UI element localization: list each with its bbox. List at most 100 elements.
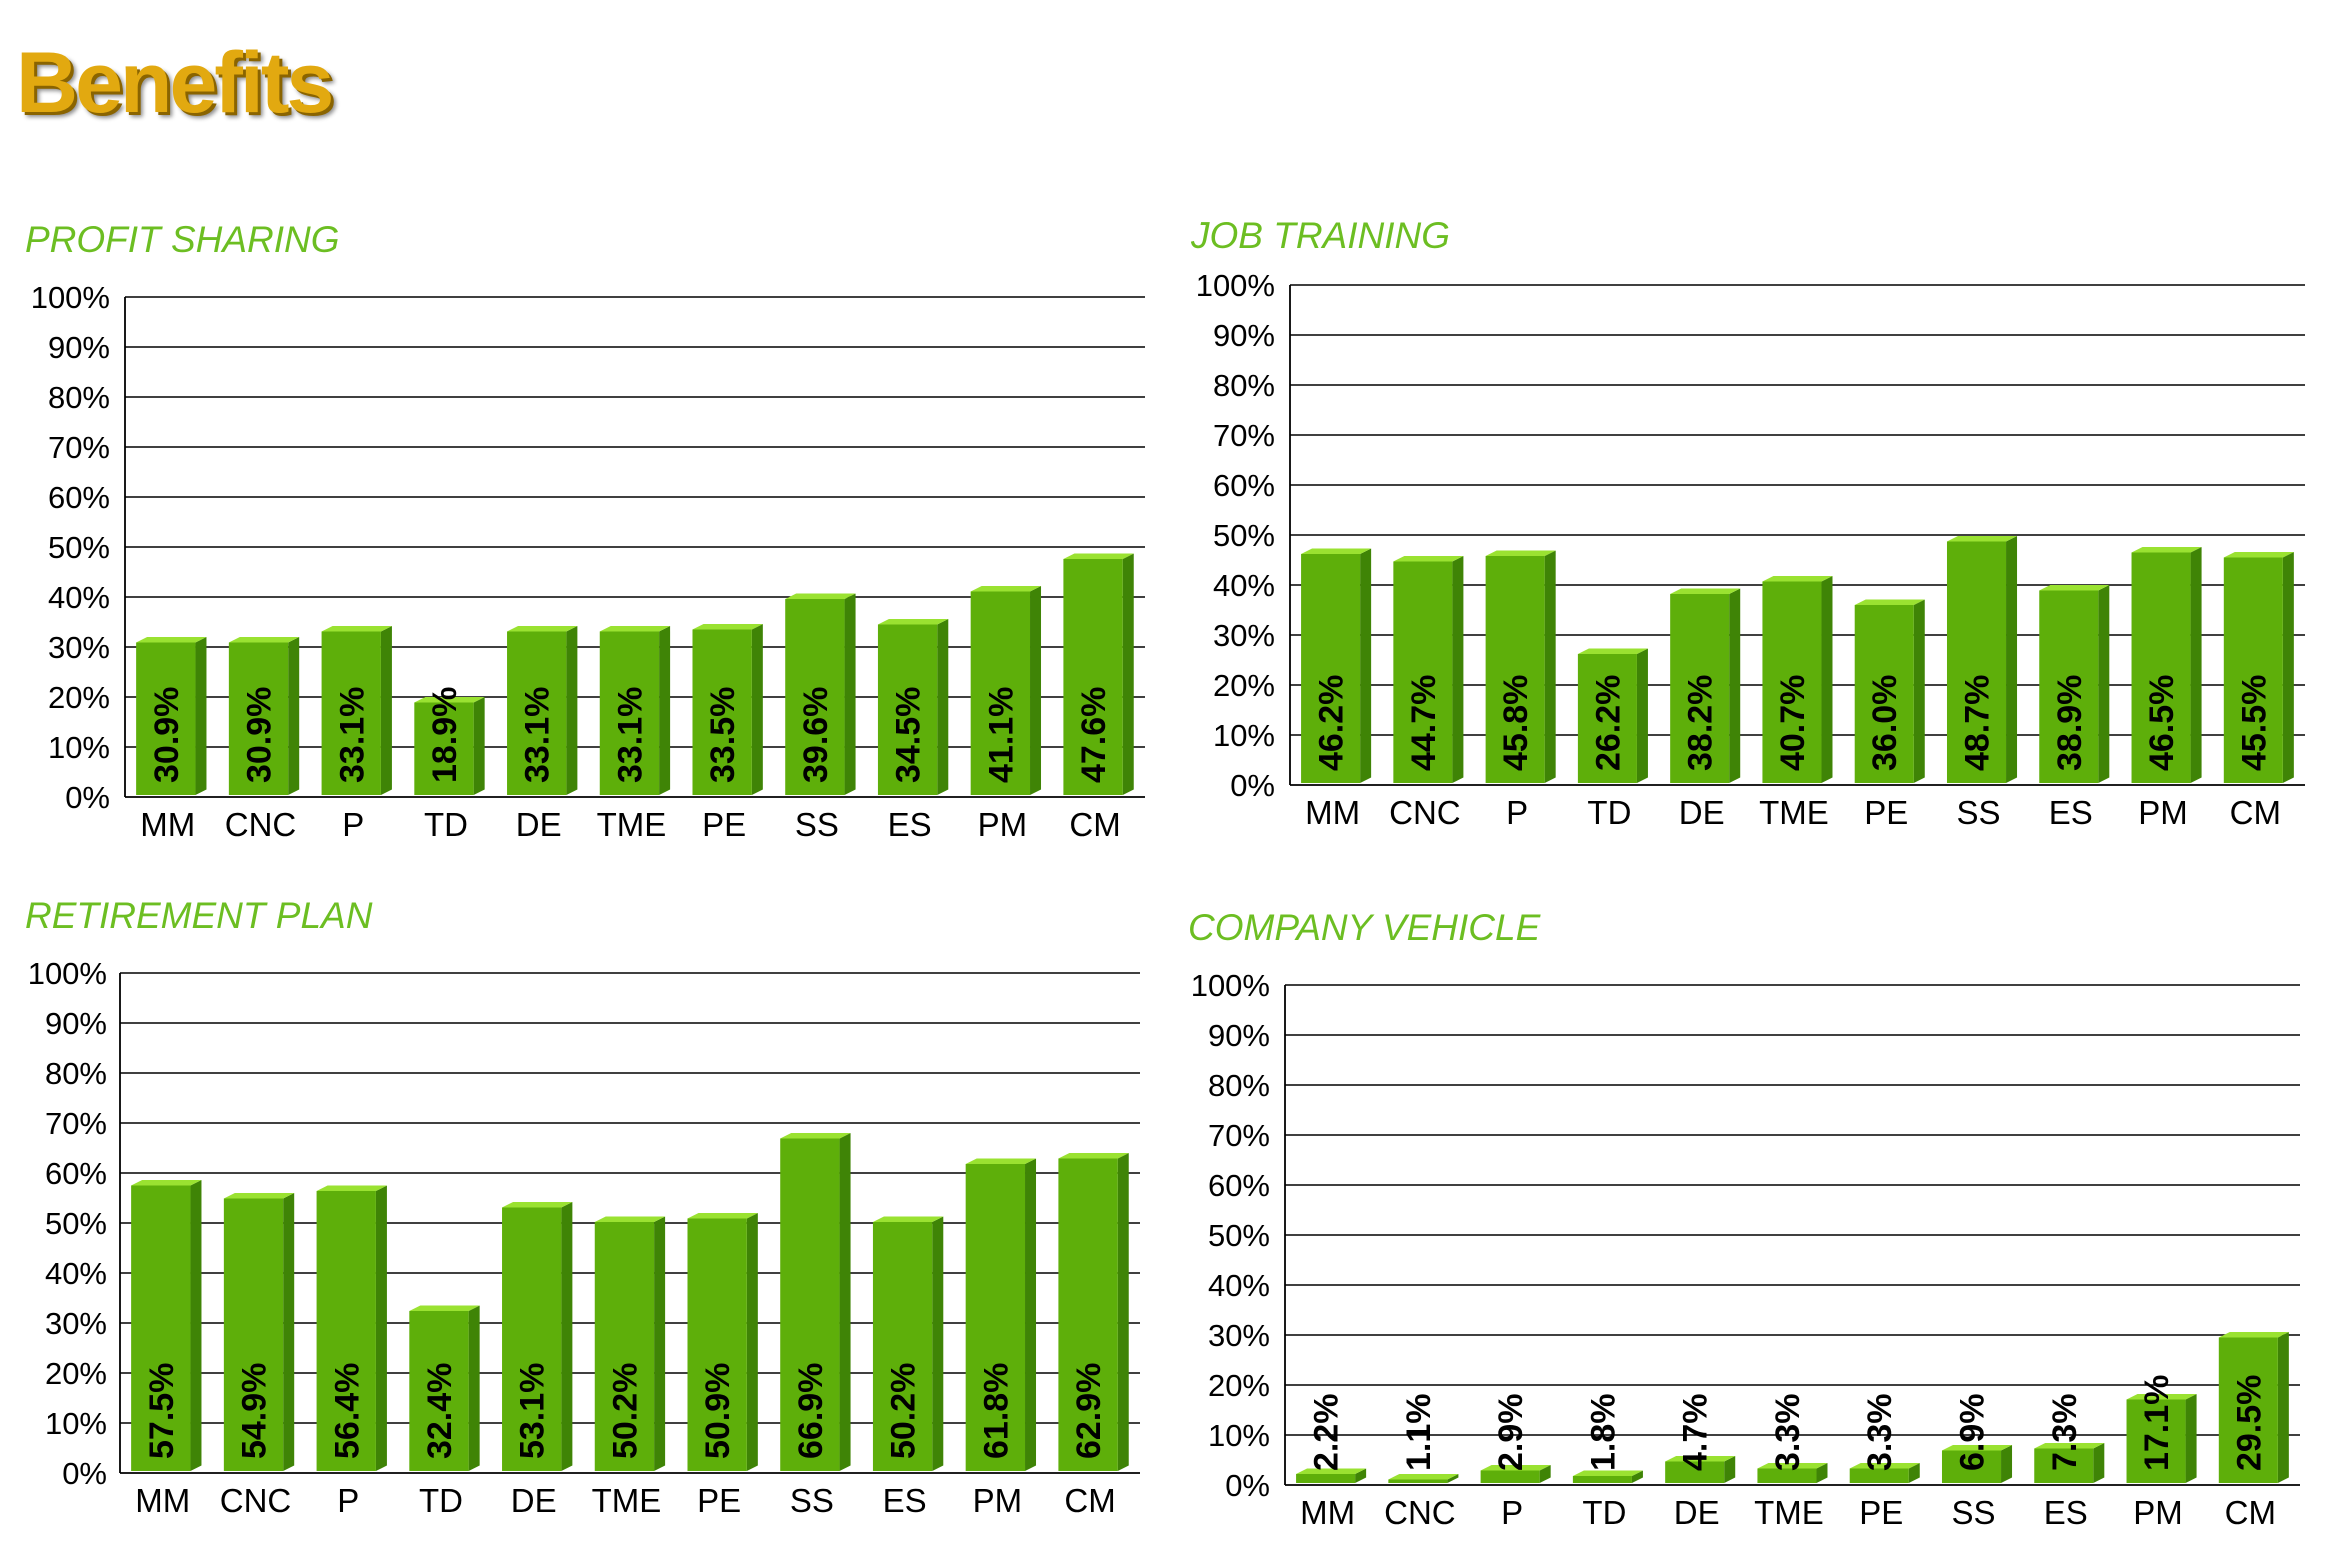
retirement-y-tick-label: 40% — [45, 1256, 107, 1291]
job-x-tick-label: SS — [1956, 794, 2000, 831]
job-y-tick-label: 30% — [1213, 618, 1275, 653]
job-y-tick-label: 60% — [1213, 468, 1275, 503]
profit-bar-front — [1063, 559, 1123, 795]
profit-bar-side — [937, 619, 949, 795]
vehicle-bar-front — [2034, 1448, 2094, 1483]
vehicle-x-tick-label: PM — [2133, 1494, 2183, 1531]
retirement-data-label: 50.9% — [699, 1363, 737, 1459]
job-bar-top — [2223, 552, 2294, 558]
job-y-tick-label: 90% — [1213, 318, 1275, 353]
profit-bar-side — [288, 637, 300, 795]
vehicle-bar-side — [2185, 1394, 2197, 1483]
job-x-tick-label: TME — [1759, 794, 1829, 831]
retirement-bar — [131, 1180, 202, 1471]
profit-data-label: 39.6% — [797, 687, 835, 783]
vehicle-data-label: 4.7% — [1677, 1394, 1715, 1472]
job-bar-front — [1670, 594, 1730, 783]
job-data-label: 36.0% — [1866, 675, 1904, 771]
vehicle-bar — [1757, 1463, 1828, 1483]
job-bar-front — [1762, 581, 1822, 783]
retirement-bar-side — [190, 1180, 202, 1471]
profit-bar — [507, 626, 578, 795]
profit-bar-top — [599, 626, 671, 632]
vehicle-data-label: 2.2% — [1308, 1394, 1346, 1472]
job-bar — [1577, 648, 1648, 783]
job-bar — [1301, 548, 1372, 783]
retirement-bar-front — [223, 1198, 284, 1471]
vehicle-y-tick-label: 80% — [1208, 1068, 1270, 1103]
profit-bar-top — [1063, 553, 1134, 559]
vehicle-bar-side — [2093, 1443, 2105, 1483]
vehicle-bar — [2126, 1394, 2197, 1483]
job-bar-top — [1485, 550, 1556, 556]
profit-x-tick-label: ES — [888, 806, 932, 843]
job-x-tick-label: TD — [1587, 794, 1631, 831]
profit-bar-top — [414, 697, 485, 703]
job-y-tick-label: 40% — [1213, 568, 1275, 603]
profit-y-tick-label: 60% — [48, 480, 110, 515]
vehicle-x-tick-label: SS — [1951, 1494, 1995, 1531]
job-bar-side — [1821, 576, 1833, 783]
profit-bar-side — [751, 624, 763, 795]
vehicle-y-tick-label: 60% — [1208, 1168, 1270, 1203]
job-x-tick-label: P — [1506, 794, 1528, 831]
vehicle-chart-title: COMPANY VEHICLE — [1188, 907, 1542, 948]
job-bar-side — [1636, 648, 1648, 783]
retirement-x-tick-label: DE — [511, 1482, 557, 1519]
vehicle-y-tick-label: 40% — [1208, 1268, 1270, 1303]
profit-y-tick-label: 100% — [31, 280, 110, 315]
job-bar — [1854, 599, 1925, 783]
profit-bar — [599, 626, 671, 795]
retirement-bar-top — [965, 1158, 1037, 1164]
vehicle-bar-side — [1355, 1468, 1367, 1483]
job-data-label: 46.5% — [2143, 675, 2181, 771]
vehicle-bar-front — [2218, 1337, 2278, 1483]
profit-data-label: 41.1% — [982, 687, 1020, 783]
retirement-x-tick-label: P — [337, 1482, 359, 1519]
profit-x-tick-label: CM — [1069, 806, 1120, 843]
vehicle-bar-top — [2218, 1332, 2289, 1338]
retirement-x-tick-label: TME — [592, 1482, 662, 1519]
retirement-data-label: 53.1% — [514, 1363, 552, 1459]
retirement-bar-top — [780, 1133, 851, 1139]
profit-bar-top — [228, 637, 300, 643]
job-bar-front — [1946, 541, 2007, 783]
retirement-bar-front — [1058, 1158, 1118, 1471]
vehicle-data-label: 29.5% — [2230, 1375, 2268, 1471]
job-x-tick-label: PE — [1864, 794, 1908, 831]
profit-bar-top — [970, 586, 1042, 592]
job-bar — [2039, 585, 2110, 783]
vehicle-bar — [1665, 1456, 1736, 1483]
profit-x-tick-label: P — [342, 806, 364, 843]
profit-bar — [877, 619, 949, 795]
job-data-label: 38.9% — [2051, 675, 2089, 771]
retirement-y-tick-label: 0% — [62, 1456, 107, 1491]
job-bar-front — [1577, 654, 1637, 783]
vehicle-y-tick-label: 10% — [1208, 1418, 1270, 1453]
vehicle-x-tick-label: PE — [1859, 1494, 1903, 1531]
retirement-bar-top — [316, 1185, 387, 1191]
retirement-x-tick-label: CNC — [220, 1482, 292, 1519]
profit-bar-side — [195, 637, 207, 795]
retirement-x-tick-label: TD — [419, 1482, 463, 1519]
vehicle-y-tick-label: 70% — [1208, 1118, 1270, 1153]
profit-bar-top — [321, 626, 392, 632]
profit-y-tick-label: 80% — [48, 380, 110, 415]
vehicle-y-tick-label: 20% — [1208, 1368, 1270, 1403]
vehicle-bar-front — [1665, 1461, 1725, 1483]
retirement-x-tick-label: ES — [883, 1482, 927, 1519]
retirement-bar-front — [965, 1164, 1026, 1471]
job-bar-top — [1393, 556, 1464, 562]
job-bar-top — [1762, 576, 1833, 582]
job-y-tick-label: 70% — [1213, 418, 1275, 453]
profit-data-label: 30.9% — [241, 687, 279, 783]
profit-data-label: 47.6% — [1075, 687, 1113, 783]
profit-x-tick-label: TME — [597, 806, 667, 843]
retirement-bar-top — [594, 1216, 666, 1222]
retirement-x-tick-label: SS — [790, 1482, 834, 1519]
profit-y-tick-label: 0% — [65, 780, 110, 815]
retirement-data-label: 50.2% — [606, 1363, 644, 1459]
job-y-tick-label: 50% — [1213, 518, 1275, 553]
vehicle-bar-top — [1296, 1468, 1367, 1474]
retirement-bar-top — [872, 1216, 944, 1222]
